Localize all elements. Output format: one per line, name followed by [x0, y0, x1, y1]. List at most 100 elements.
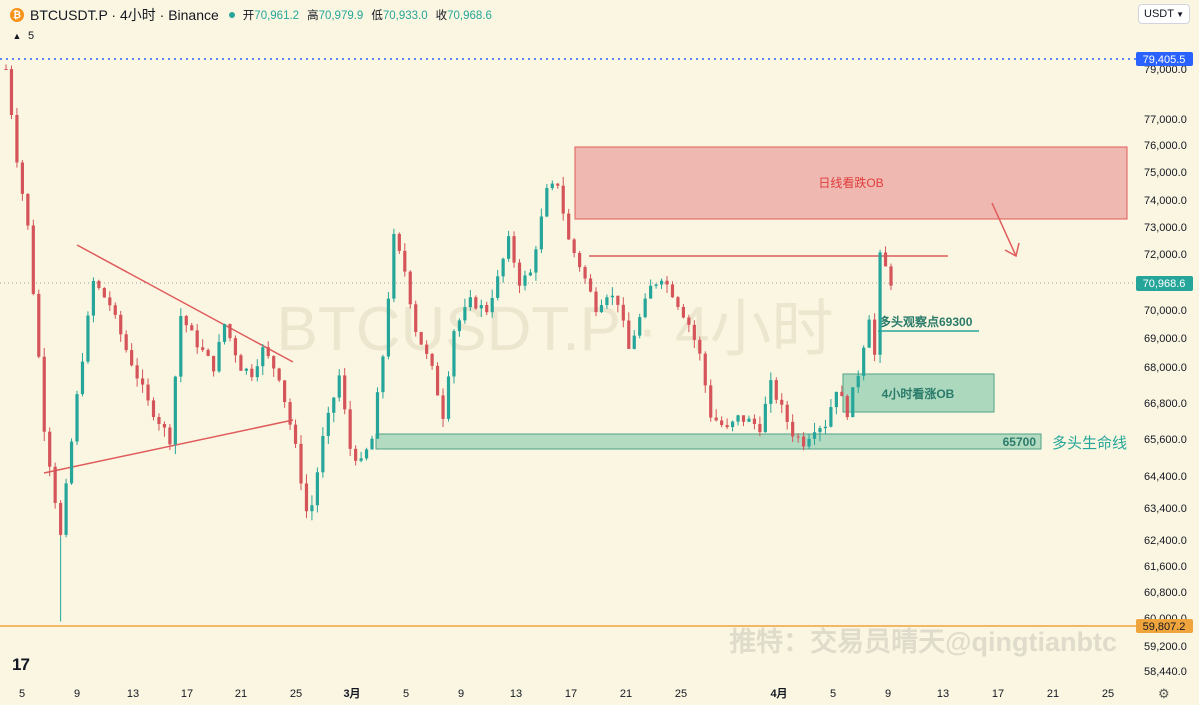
- time-tick-label: 21: [620, 688, 632, 700]
- candle-body: [867, 319, 871, 348]
- price-tick-label: 77,000.0: [1144, 114, 1187, 126]
- candle-body: [386, 298, 391, 357]
- watermark: BTCUSDT.P · 4小时: [277, 295, 834, 364]
- time-tick-label: 3月: [343, 687, 360, 700]
- candle-body: [638, 317, 642, 336]
- candle-body: [545, 188, 549, 217]
- price-tick-label: 61,600.0: [1144, 561, 1187, 573]
- last-price-tag: 70,968.6: [1136, 276, 1193, 291]
- price-tick-label: 66,800.0: [1144, 398, 1187, 410]
- candle-body: [370, 438, 374, 450]
- triangle-lower-line[interactable]: [43, 419, 294, 474]
- candle-body: [578, 253, 582, 268]
- symbol-title[interactable]: BTCUSDT.P · 4小时 · Binance: [30, 7, 219, 23]
- candle-body: [845, 396, 849, 418]
- candle-body: [649, 285, 653, 299]
- candle-body: [184, 316, 188, 326]
- time-tick-label: 17: [992, 688, 1004, 700]
- candle-body: [31, 225, 35, 294]
- status-dot-icon: [228, 12, 235, 18]
- candle-body: [108, 297, 112, 306]
- candle-body: [354, 448, 358, 461]
- time-tick-label: 21: [1047, 688, 1059, 700]
- candle-body: [9, 69, 14, 115]
- chevron-down-icon: ▼: [1176, 9, 1184, 19]
- time-tick-label: 25: [290, 688, 302, 700]
- candle-body: [321, 435, 325, 473]
- candle-body: [501, 258, 505, 277]
- candle-body: [277, 368, 281, 381]
- candle-body: [741, 415, 746, 422]
- candle-body: [337, 375, 341, 398]
- candle-body: [261, 347, 265, 367]
- credit-text: 推特：交易员晴天@qingtianbtc: [729, 626, 1117, 657]
- svg-text:70,968.6: 70,968.6: [1143, 278, 1186, 290]
- lifeline-label: 多头生命线: [1052, 434, 1127, 452]
- candle-body: [588, 278, 593, 292]
- time-tick-label: 21: [235, 688, 247, 700]
- lifeline-zone[interactable]: [375, 433, 1042, 450]
- indicator-toggle[interactable]: ▲ 5: [10, 28, 35, 44]
- candle-body: [37, 293, 41, 357]
- svg-text:59,807.2: 59,807.2: [1143, 621, 1186, 633]
- candle-body: [878, 252, 882, 355]
- candle-body: [610, 295, 614, 298]
- high-value: 高70,979.9: [307, 10, 364, 22]
- price-tick-label: 68,000.0: [1144, 362, 1187, 374]
- candle-body: [343, 375, 347, 410]
- time-tick-label: 5: [830, 688, 836, 700]
- candle-body: [168, 427, 172, 445]
- price-tick-label: 76,000.0: [1144, 140, 1187, 152]
- candle-body: [643, 298, 647, 318]
- currency-select[interactable]: USDT ▼: [1138, 4, 1190, 24]
- time-tick-label: 5: [403, 688, 409, 700]
- candle-body: [419, 332, 423, 345]
- candle-body: [222, 324, 227, 342]
- candle-body: [266, 347, 270, 357]
- bullish-ob-zone[interactable]: [842, 373, 995, 413]
- top-price-tag: 79,405.5: [1136, 52, 1193, 66]
- candle-body: [233, 338, 238, 356]
- tradingview-logo-icon[interactable]: 17: [12, 655, 30, 674]
- triangle-upper-line[interactable]: [76, 244, 294, 363]
- candle-body: [862, 347, 866, 376]
- bearish-ob-zone[interactable]: [574, 146, 1128, 220]
- candle-body: [239, 355, 243, 371]
- candle-body: [594, 291, 598, 313]
- svg-text:79,405.5: 79,405.5: [1143, 54, 1186, 66]
- down-arrow-icon: [991, 202, 1020, 258]
- candle-body: [534, 249, 538, 273]
- candle-body: [364, 449, 369, 459]
- candle-body: [550, 183, 554, 189]
- support-price-tag: 59,807.2: [1136, 619, 1193, 633]
- candle-body: [567, 213, 571, 240]
- open-value: 开70,961.2: [242, 10, 300, 22]
- candle-body: [130, 350, 134, 366]
- indicator-count: 5: [28, 30, 35, 42]
- time-tick-label: 25: [1102, 688, 1114, 700]
- candle-body: [414, 304, 418, 333]
- candle-body: [430, 353, 434, 366]
- settings-gear-icon[interactable]: ⚙: [1158, 686, 1170, 701]
- candle-body: [250, 368, 254, 378]
- candle-body: [195, 330, 199, 348]
- price-axis: 79,000.0 77,000.0 76,000.0 75,000.0 74,000.0…: [1144, 64, 1187, 678]
- candle-body: [228, 324, 232, 339]
- candle-body: [315, 472, 319, 506]
- candle-body: [856, 375, 860, 388]
- candle-body: [272, 356, 276, 369]
- time-tick-label: 9: [458, 688, 464, 700]
- candle-body: [15, 114, 19, 163]
- candle-body: [441, 395, 445, 419]
- candle-body: [506, 236, 511, 259]
- candle-body: [616, 295, 620, 305]
- candle-body: [201, 347, 205, 350]
- candle-body: [490, 297, 494, 313]
- candle-body: [59, 502, 63, 535]
- candle-body: [124, 334, 128, 351]
- candle-body: [883, 252, 888, 267]
- candle-body: [69, 441, 74, 484]
- candle-body: [621, 304, 625, 321]
- candle-body: [392, 233, 396, 299]
